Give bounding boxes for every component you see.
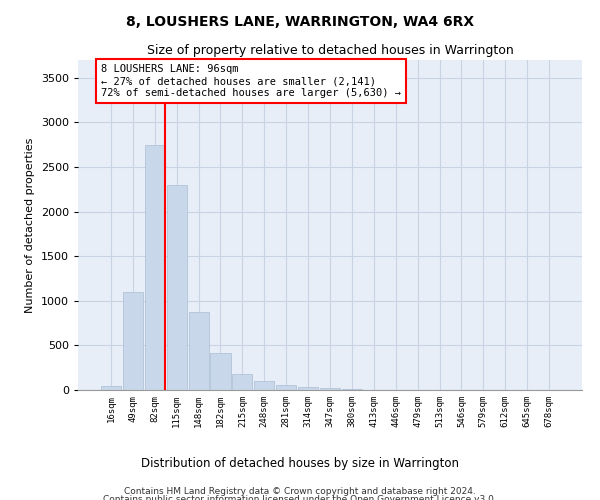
Bar [276, 385, 296, 390]
Title: Size of property relative to detached houses in Warrington: Size of property relative to detached ho… [146, 44, 514, 58]
Bar [188, 312, 209, 390]
Bar [167, 185, 187, 390]
Text: Contains public sector information licensed under the Open Government Licence v3: Contains public sector information licen… [103, 495, 497, 500]
Bar [101, 386, 121, 390]
Bar [298, 388, 318, 390]
Bar [254, 381, 274, 390]
Text: Contains HM Land Registry data © Crown copyright and database right 2024.: Contains HM Land Registry data © Crown c… [124, 488, 476, 496]
Text: Distribution of detached houses by size in Warrington: Distribution of detached houses by size … [141, 458, 459, 470]
Bar [211, 352, 230, 390]
Text: 8 LOUSHERS LANE: 96sqm
← 27% of detached houses are smaller (2,141)
72% of semi-: 8 LOUSHERS LANE: 96sqm ← 27% of detached… [101, 64, 401, 98]
Bar [342, 389, 362, 390]
Text: 8, LOUSHERS LANE, WARRINGTON, WA4 6RX: 8, LOUSHERS LANE, WARRINGTON, WA4 6RX [126, 15, 474, 29]
Bar [123, 292, 143, 390]
Y-axis label: Number of detached properties: Number of detached properties [25, 138, 35, 312]
Bar [145, 144, 165, 390]
Bar [232, 374, 253, 390]
Bar [320, 388, 340, 390]
